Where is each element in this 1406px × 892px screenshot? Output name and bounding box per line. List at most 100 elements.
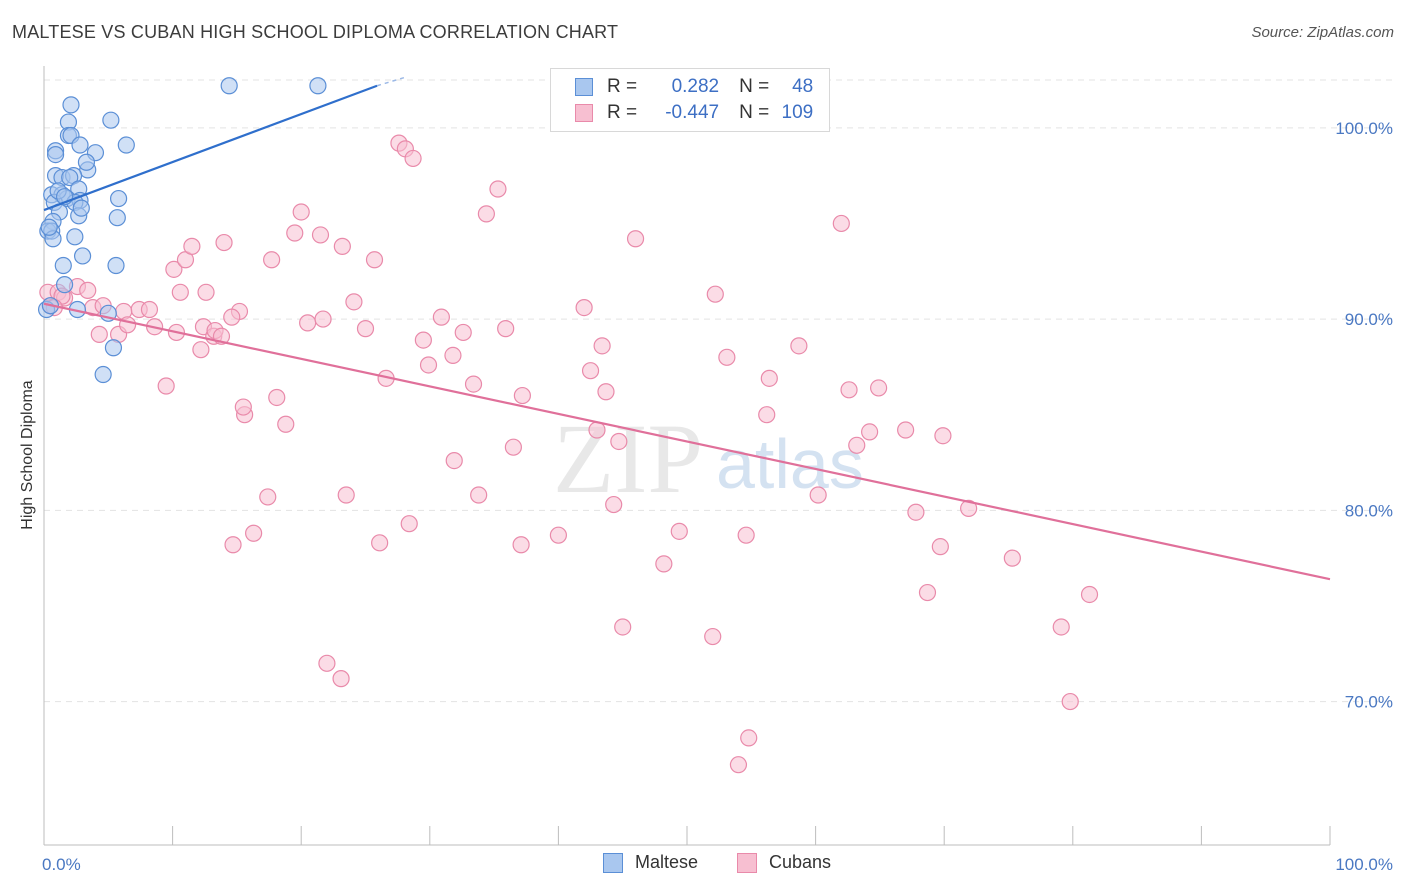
cubans-point-56 (414, 331, 432, 349)
cubans-point-48 (356, 320, 375, 338)
cubans-point-69 (513, 386, 531, 405)
cubans-point-44 (333, 237, 351, 255)
cubans-point-72 (581, 362, 600, 380)
cubans-point-90 (790, 337, 808, 355)
maltese-point-44 (72, 199, 90, 217)
cubans-point-88 (758, 406, 776, 424)
cubans-point-15 (118, 316, 137, 334)
cubans-point-10 (90, 325, 108, 343)
maltese-point-2 (62, 96, 80, 114)
maltese-legend-swatch (603, 852, 623, 873)
tick-labels: 100.0% 90.0% 80.0% 70.0% 0.0% 100.0% (42, 119, 1393, 874)
cubans-point-22 (192, 341, 210, 359)
cubans-point-71 (575, 298, 593, 317)
cubans-point-82 (704, 627, 722, 646)
maltese-point-40 (104, 339, 123, 357)
cubans-point-25 (215, 233, 233, 252)
cubans-point-99 (918, 583, 937, 602)
cubans-point-104 (1052, 618, 1070, 636)
trend-lines (43, 76, 1331, 581)
maltese-trend-extension (376, 76, 408, 87)
cubans-point-50 (371, 534, 389, 552)
maltese-point-11 (46, 145, 65, 164)
cubans-point-19 (171, 283, 189, 301)
cubans-point-37 (224, 536, 242, 554)
legend-item-cubans[interactable]: Cubans (737, 852, 831, 873)
maltese-point-34 (107, 256, 125, 275)
maltese-point-35 (54, 256, 72, 275)
cubans-point-97 (897, 421, 915, 439)
cubans-point-61 (454, 323, 472, 342)
cubans-point-42 (314, 310, 332, 328)
maltese-point-3 (102, 111, 120, 129)
cubans-point-64 (477, 205, 495, 223)
cubans-point-102 (960, 499, 978, 517)
maltese-points (37, 77, 327, 384)
cubans-point-5 (79, 281, 97, 299)
cubans-point-70 (549, 526, 568, 544)
maltese-point-16 (61, 168, 79, 187)
x-tick-label-0: 0.0% (42, 855, 81, 874)
cubans-point-63 (470, 486, 488, 504)
series-legend: Maltese Cubans (0, 852, 1406, 876)
cubans-point-46 (345, 293, 363, 311)
maltese-n-value: 48 (792, 76, 814, 97)
cubans-point-74 (593, 337, 611, 355)
cubans-point-85 (737, 526, 755, 544)
watermark-zip: ZIP (553, 403, 703, 514)
cubans-point-66 (497, 320, 515, 338)
cubans-point-83 (706, 285, 724, 303)
cubans-point-43 (318, 654, 336, 672)
cubans-point-57 (419, 356, 438, 374)
cubans-point-58 (432, 308, 450, 326)
y-tick-label-1: 90.0% (1345, 310, 1393, 329)
cubans-point-60 (445, 451, 463, 470)
cubans-point-35 (268, 388, 286, 407)
maltese-r-value: 0.282 (671, 76, 720, 97)
legend-row-cubans: R = -0.447 N = 109 (575, 101, 813, 125)
maltese-trend-line (43, 84, 378, 212)
maltese-point-7 (71, 136, 89, 154)
cubans-point-94 (848, 436, 866, 454)
cubans-point-33 (259, 488, 277, 506)
cubans-point-107 (223, 308, 241, 326)
cubans-point-87 (729, 756, 748, 774)
cubans-point-78 (614, 618, 632, 636)
cubans-point-75 (597, 383, 615, 401)
cubans-point-54 (400, 515, 418, 533)
cubans-point-65 (489, 180, 507, 198)
cubans-point-41 (299, 314, 317, 332)
maltese-point-22 (109, 189, 128, 208)
cubans-r-value: -0.447 (665, 102, 720, 123)
cubans-point-77 (610, 432, 628, 451)
maltese-point-28 (108, 209, 126, 227)
cubans-point-68 (512, 536, 530, 554)
cubans-point-96 (870, 379, 888, 397)
cubans-point-39 (286, 224, 304, 242)
cubans-swatch (575, 104, 593, 122)
cubans-legend-label: Cubans (769, 852, 832, 872)
maltese-point-36 (55, 276, 74, 294)
cubans-point-86 (740, 729, 758, 747)
cubans-trend-line (43, 302, 1331, 581)
source-label: Source: ZipAtlas.com (1251, 24, 1394, 41)
chart-title: MALTESE VS CUBAN HIGH SCHOOL DIPLOMA COR… (12, 22, 619, 42)
cubans-point-108 (234, 398, 252, 416)
cubans-point-32 (245, 524, 263, 542)
y-tick-label-2: 80.0% (1345, 501, 1393, 520)
legend-item-maltese[interactable]: Maltese (603, 852, 698, 873)
cubans-point-36 (277, 415, 295, 433)
cubans-point-84 (718, 348, 736, 366)
cubans-point-55 (404, 149, 422, 168)
cubans-point-81 (670, 522, 688, 540)
cubans-point-47 (337, 486, 355, 504)
cubans-point-101 (934, 427, 952, 445)
cubans-point-40 (311, 226, 330, 244)
y-tick-label-3: 70.0% (1345, 693, 1393, 712)
cubans-point-23 (197, 283, 215, 301)
maltese-n-label: N = (739, 76, 770, 97)
cubans-point-34 (263, 251, 281, 269)
maltese-point-41 (94, 365, 112, 384)
x-tick-label-1: 100.0% (1335, 855, 1393, 874)
y-tick-label-0: 100.0% (1335, 119, 1393, 138)
